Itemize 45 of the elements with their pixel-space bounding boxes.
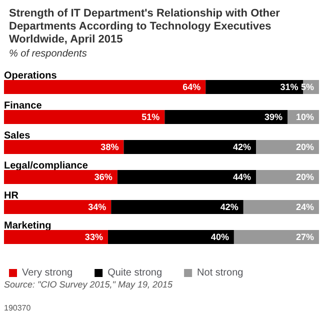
legend-label: Very strong (22, 268, 73, 278)
y-tick-label: Operations (4, 70, 58, 82)
y-tick-label: Marketing (4, 220, 52, 232)
bar (4, 80, 206, 94)
bar (4, 140, 124, 154)
data-label: 39% (264, 112, 282, 122)
data-label: 24% (296, 202, 314, 212)
data-label: 44% (232, 172, 251, 182)
data-label: 20% (296, 172, 314, 182)
bar (243, 200, 319, 214)
y-tick-label: Finance (4, 100, 42, 112)
data-label: 40% (210, 232, 229, 242)
data-label: 10% (296, 112, 314, 122)
chart-subtitle: % of respondents (9, 48, 87, 60)
data-label: 33% (84, 232, 103, 242)
legend-label: Quite strong (108, 268, 162, 278)
bar (117, 170, 256, 184)
bar (108, 230, 234, 244)
data-label: 31% (280, 82, 298, 92)
bar (4, 230, 108, 244)
y-tick-label: HR (4, 190, 20, 202)
bar (4, 200, 112, 214)
bar (111, 200, 244, 214)
legend-label: Not strong (197, 268, 244, 278)
bar (124, 140, 256, 154)
data-label: 38% (100, 142, 119, 152)
bar (4, 170, 118, 184)
y-tick-label: Sales (4, 130, 31, 142)
data-label: 64% (182, 82, 201, 92)
y-tick-label: Legal/compliance (4, 160, 88, 172)
data-label: 51% (142, 112, 160, 122)
bar (256, 140, 319, 154)
data-label: 34% (88, 202, 106, 212)
data-label: 36% (94, 172, 112, 182)
data-label: 20% (296, 142, 314, 152)
bar (234, 230, 319, 244)
bar (4, 110, 165, 124)
data-label: 27% (296, 232, 314, 242)
bar (164, 110, 288, 124)
source-note: Source: "CIO Survey 2015," May 19, 2015 (4, 280, 174, 290)
chart-title: Strength of IT Department's Relationship with Other Departments According to Technology Executives Worldwide, April 2015 (9, 8, 283, 46)
text: 190370 (4, 304, 32, 312)
bar (256, 170, 319, 184)
data-label: 42% (232, 142, 251, 152)
data-label: 42% (220, 202, 238, 212)
